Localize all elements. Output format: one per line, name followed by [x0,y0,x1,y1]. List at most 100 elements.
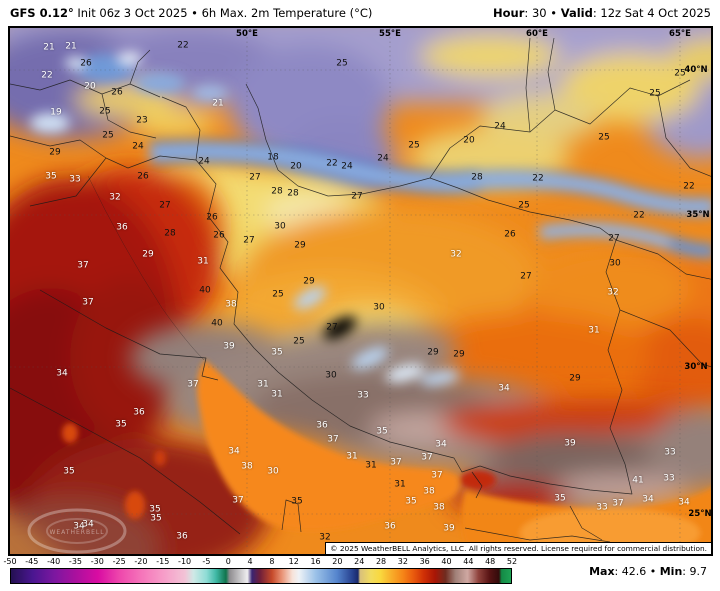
temp-value-label: 35 [150,513,162,524]
temp-value-label: 36 [176,531,188,542]
colorbar-tick: 36 [419,557,430,566]
temp-value-label: 35 [291,496,303,507]
colorbar-tick: 8 [269,557,275,566]
temp-value-label: 34 [498,383,510,394]
temp-value-label: 30 [274,221,286,232]
temp-value-label: 41 [632,475,644,486]
temp-value-label: 27 [520,271,532,282]
temp-value-label: 38 [241,461,253,472]
temperature-colorbar [10,568,512,584]
temp-value-label: 34 [642,494,654,505]
temp-value-label: 37 [82,297,94,308]
temp-value-label: 25 [336,58,348,69]
temp-value-label: 35 [554,493,566,504]
colorbar-tick: -40 [47,557,61,566]
temp-value-label: 22 [41,70,53,81]
watermark-text: WEATHERBELL [49,529,104,536]
colorbar-tick: 4 [247,557,253,566]
temp-value-label: 22 [177,40,189,51]
temp-value-label: 28 [471,172,483,183]
longitude-label: 65°E [669,29,691,39]
temp-value-label: 37 [390,457,402,468]
longitude-label: 55°E [379,29,401,39]
hour-label: Hour [493,6,525,20]
forecast-time: Hour: 30 • Valid: 12z Sat 4 Oct 2025 [493,6,711,20]
max-label: Max [589,565,615,578]
temp-value-label: 34 [678,497,690,508]
temp-value-label: 31 [365,460,377,471]
hour-value: : 30 • [524,6,561,20]
temp-value-label: 39 [443,523,455,534]
latitude-label: 40°N [684,65,708,75]
temp-value-label: 38 [423,486,435,497]
colorbar-tick: -30 [90,557,104,566]
temp-value-label: 40 [199,285,211,296]
temp-value-label: 27 [326,322,338,333]
max-value: : 42.6 • [614,565,660,578]
temp-value-label: 31 [257,379,269,390]
temp-value-label: 29 [294,240,306,251]
temp-value-label: 25 [293,336,305,347]
temp-value-label: 25 [102,130,114,141]
temp-value-label: 32 [450,249,462,260]
temp-value-label: 25 [272,289,284,300]
colorbar-tick: 28 [375,557,387,566]
min-value: : 9.7 [682,565,707,578]
header-bar: GFS 0.12° Init 06z 3 Oct 2025 • 6h Max. … [10,3,711,25]
temp-value-label: 29 [142,249,154,260]
temp-value-label: 37 [77,260,89,271]
colorbar-tick: -35 [68,557,83,566]
temp-value-label: 27 [159,200,171,211]
temperature-field-graphic: WEATHERBELL [10,28,711,554]
colorbar-tick: 48 [485,557,496,566]
temp-value-label: 23 [136,115,148,126]
temp-value-label: 31 [394,479,406,490]
temp-value-label: 32 [607,287,619,298]
title-text: Init 06z 3 Oct 2025 • 6h Max. 2m Tempera… [73,6,373,20]
temp-value-label: 25 [649,88,661,99]
temp-value-label: 28 [287,188,299,199]
temp-value-label: 29 [303,276,315,287]
max-min-readout: Max: 42.6 • Min: 9.7 [589,565,707,578]
temp-value-label: 27 [351,191,363,202]
temp-value-label: 38 [225,299,237,310]
temp-value-label: 25 [518,200,530,211]
temp-value-label: 29 [427,347,439,358]
temp-value-label: 32 [109,192,121,203]
colorbar-tick-row: -50 -45 -40 -35 -30 -25 -20 -15 -10 -5 0 4 8 12 16 20 24… [0,557,720,567]
temp-value-label: 29 [569,373,581,384]
temp-value-label: 20 [290,161,302,172]
temp-value-label: 36 [133,407,145,418]
temp-value-label: 34 [82,519,94,530]
temp-value-label: 35 [63,466,75,477]
temp-value-label: 37 [421,452,433,463]
colorbar-tick: 40 [441,557,452,566]
temp-value-label: 26 [111,87,123,98]
temp-value-label: 31 [346,451,358,462]
temp-value-label: 27 [608,233,620,244]
temp-value-label: 33 [663,473,675,484]
temp-value-label: 30 [609,258,621,269]
temp-value-label: 35 [149,504,161,515]
temp-value-label: 35 [376,426,388,437]
temp-value-label: 20 [463,135,475,146]
temp-value-label: 31 [197,256,209,267]
temp-value-label: 35 [271,347,283,358]
temp-value-label: 21 [212,98,224,109]
temp-value-label: 26 [504,229,516,240]
temp-value-label: 26 [213,230,225,241]
temp-value-label: 25 [674,68,686,79]
temp-value-label: 36 [116,222,128,233]
colorbar-tick: 16 [310,557,321,566]
temp-value-label: 37 [187,379,199,390]
temp-value-label: 27 [249,172,261,183]
colorbar-tick: 20 [332,557,343,566]
temp-value-label: 21 [65,41,77,52]
map-title: GFS 0.12° Init 06z 3 Oct 2025 • 6h Max. … [10,6,372,20]
colorbar-tick: 32 [397,557,408,566]
temp-value-label: 24 [132,141,144,152]
country-borders [10,37,711,543]
temp-value-label: 25 [408,140,420,151]
temp-value-label: 29 [49,147,61,158]
